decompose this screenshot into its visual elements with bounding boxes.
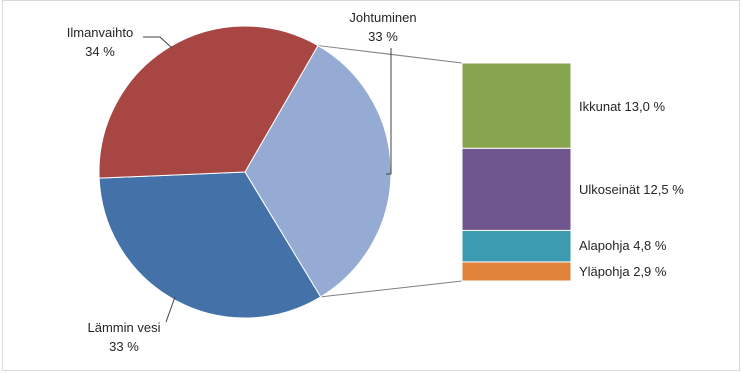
connector-line-top — [317, 45, 463, 64]
bar-segment-alapohja — [461, 229, 572, 263]
pie-label-value-ilmanvaihto: 34 % — [85, 44, 115, 59]
pie — [98, 25, 392, 319]
leader-line-johtuminen — [386, 48, 392, 175]
pie-label-value-lammin-vesi: 33 % — [109, 339, 139, 354]
pie-label-value-johtuminen: 33 % — [368, 29, 398, 44]
bar-segment-ulkoseinat — [461, 147, 572, 231]
connector-line-bottom — [320, 280, 463, 298]
pie-slice-ilmanvaihto — [98, 25, 319, 179]
pie-label-name-ilmanvaihto: Ilmanvaihto — [67, 25, 133, 40]
bar-labels: Ikkunat 13,0 % Ulkoseinät 12,5 % Alapohj… — [579, 99, 684, 279]
bar-segment-ylapohja — [461, 261, 572, 282]
leader-line-ilmanvaihto — [143, 36, 173, 49]
pie-labels: Ilmanvaihto 34 % Johtuminen 33 % Lämmin … — [67, 10, 417, 354]
connector-lines — [317, 45, 463, 298]
pie-label-name-lammin-vesi: Lämmin vesi — [88, 320, 161, 335]
pie-label-name-johtuminen: Johtuminen — [349, 10, 416, 25]
pie-slice-lammin-vesi — [98, 171, 322, 319]
bar-label-alapohja: Alapohja 4,8 % — [579, 238, 667, 253]
pie-leader-lines — [143, 36, 392, 323]
leader-line-lammin-vesi — [165, 296, 176, 323]
bar-segment-ikkunat — [461, 62, 572, 149]
stacked-bar — [461, 62, 572, 282]
bar-label-ylapohja: Yläpohja 2,9 % — [579, 264, 667, 279]
bar-label-ikkunat: Ikkunat 13,0 % — [579, 99, 665, 114]
bar-label-ulkoseinat: Ulkoseinät 12,5 % — [579, 182, 684, 197]
